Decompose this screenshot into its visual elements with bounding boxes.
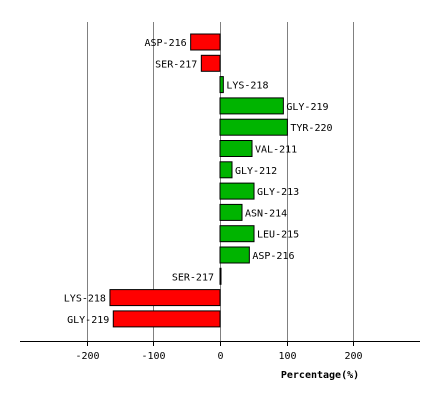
bar-label-4: TYR-220: [290, 123, 332, 134]
bar-0: [190, 33, 221, 51]
bar-label-6: GLY-212: [235, 166, 277, 177]
bar-12: [109, 289, 221, 307]
bar-5: [219, 140, 253, 157]
bar-label-12: LYS-218: [64, 294, 106, 305]
grid-lines: [87, 22, 354, 341]
bar-1: [200, 54, 221, 72]
bar-6: [219, 161, 233, 179]
bar-labels: ASP-216 SER-217 LYS-218 GLY-219 TYR-220 VAL-2…: [64, 38, 333, 326]
bar-label-7: GLY-213: [257, 187, 299, 198]
bar-8: [219, 203, 243, 221]
bar-4: [219, 118, 288, 136]
x-tick-label-4: 200: [344, 351, 362, 362]
x-tick-label-2: 0: [217, 351, 223, 362]
bar-label-8: ASN-214: [245, 208, 287, 219]
bars: [109, 33, 288, 328]
x-tick-label-3: 100: [278, 351, 296, 362]
bar-label-3: GLY-219: [286, 102, 328, 113]
x-tick-label-1: -100: [141, 351, 165, 362]
bar-3: [219, 97, 284, 115]
bar-label-0: ASP-216: [144, 38, 186, 49]
bar-label-5: VAL-211: [255, 145, 297, 156]
bar-label-2: LYS-218: [226, 81, 268, 92]
bar-7: [219, 182, 255, 200]
bar-label-1: SER-217: [155, 59, 197, 70]
bar-9: [219, 225, 255, 243]
x-axis: -200 -100 0 100 200: [20, 341, 420, 362]
x-axis-title: Percentage(%): [281, 370, 359, 381]
bar-2: [219, 76, 224, 94]
x-tick-label-0: -200: [75, 351, 99, 362]
bar-label-10: ASP-216: [252, 251, 294, 262]
bar-10: [219, 246, 250, 264]
bar-13: [112, 310, 221, 328]
bar-label-11: SER-217: [172, 272, 214, 283]
bar-label-13: GLY-219: [67, 315, 109, 326]
bar-label-9: LEU-215: [257, 230, 299, 241]
bar-11: [219, 267, 222, 285]
